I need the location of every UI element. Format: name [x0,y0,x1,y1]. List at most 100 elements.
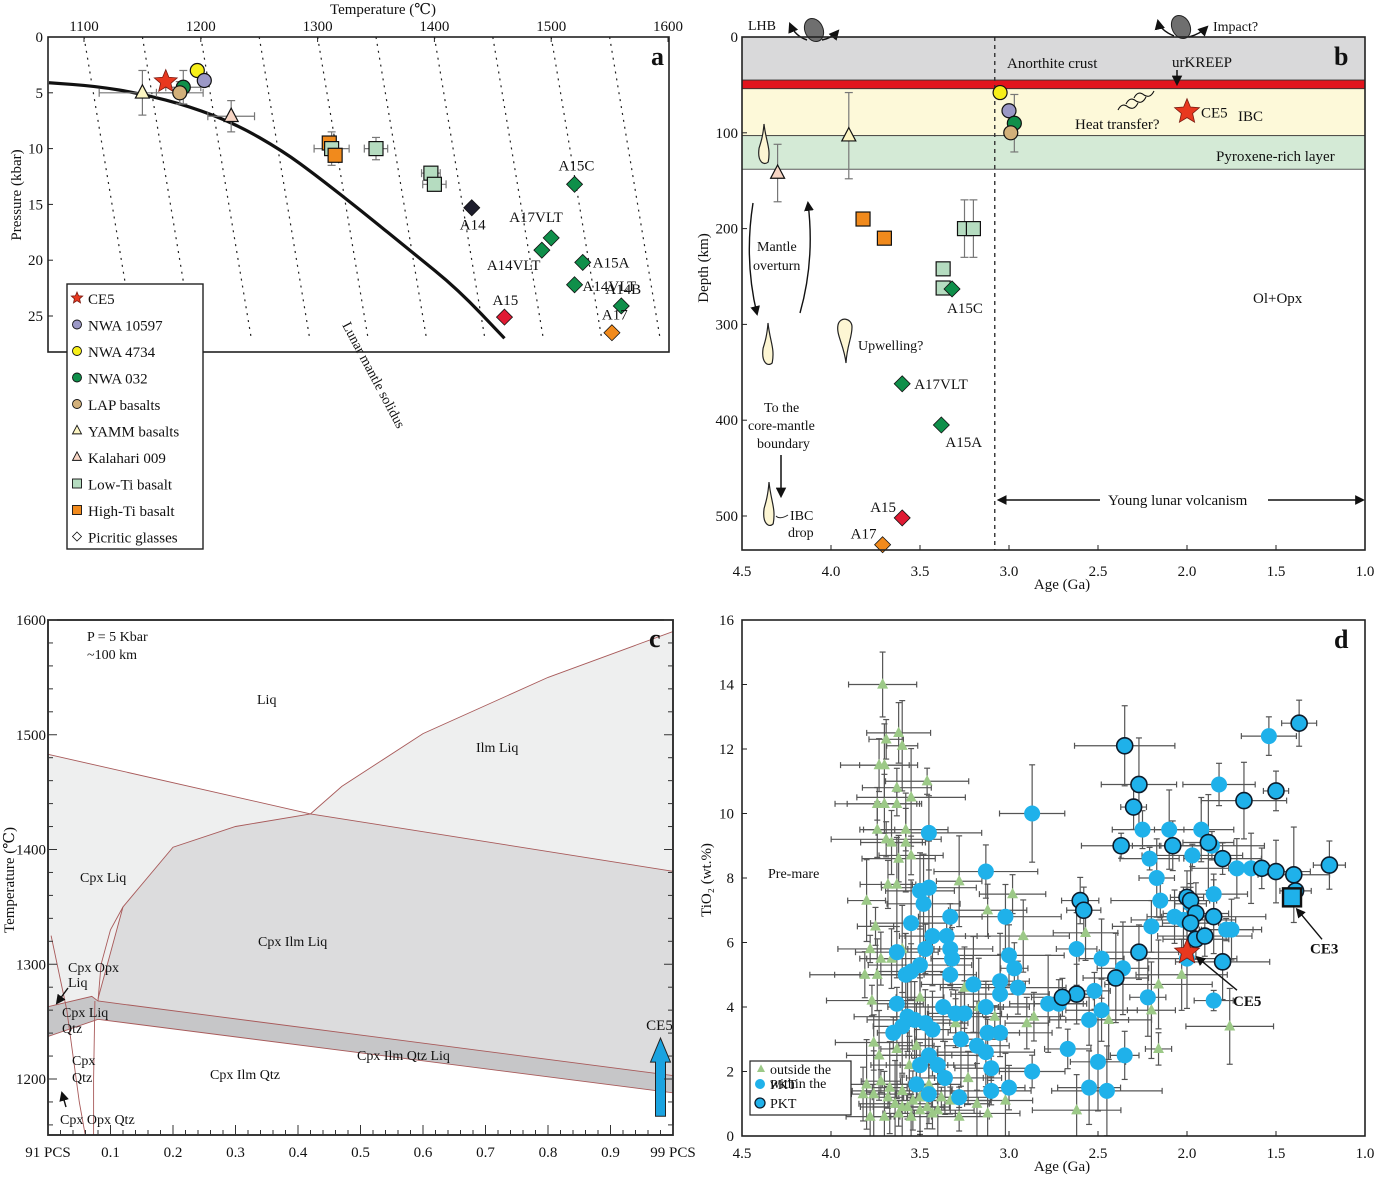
point-ce5 [153,68,179,93]
point-a17vlt [542,229,560,247]
x-tick-label: 3.5 [911,1146,930,1162]
panel-a-xlabel: Temperature (℃) [330,2,436,18]
legend-label-nwa-10597: NWA 10597 [88,319,163,335]
point-within-pkt [935,999,952,1015]
point-within-pkt [997,908,1014,925]
adiabat-line [375,37,428,339]
point-within-pkt [1001,947,1017,964]
point-outside-pkt [896,739,908,750]
legend-label-outside-pkt: PKT [770,1078,797,1093]
point-within-pkt [992,1024,1009,1041]
point-within-pkt-outlined [1267,782,1285,800]
point-label-a17vlt: A17VLT [509,210,563,226]
point-within-pkt-outlined [1204,907,1223,926]
x-tick-label: 1200 [186,19,216,35]
ibc-drop-label: drop [788,526,814,541]
panel-a-legend: CE5 NWA 10597 NWA 4734 NWA 032 LAP basalts YA… [66,283,204,550]
point-within-pkt [977,999,994,1015]
urkreep-label: urKREEP [1172,55,1232,71]
pyroxene-layer-label: Pyroxene-rich layer [1216,149,1335,165]
y-tick-label: 200 [716,222,739,238]
point-within-pkt [938,928,955,945]
point-within-pkt [915,895,932,912]
point-within-pkt [1260,728,1277,745]
point-triangle [769,163,786,179]
point-a15c [565,175,584,193]
point-outside-pkt [923,1078,935,1089]
solidus-line [48,1018,673,1094]
point-within-pkt [992,973,1009,990]
panel-b-ticks: 4.5 4.0 3.5 3.0 2.5 2.0 1.5 1.0 0 100 200 300 400 500 [716,30,1375,580]
y-tick-label: 4 [727,1000,735,1016]
panel-b-frame [741,36,1366,551]
point-ce5-star [1173,938,1201,964]
x-tick-label: 3.0 [1000,1146,1019,1162]
legend-label-ce5: CE5 [88,292,115,308]
x-tick-label: 1100 [69,19,98,35]
point-outside-pkt [910,1039,922,1050]
point-outside-pkt [864,942,876,954]
field-label-cpx-qtz: Qtz [72,1071,92,1086]
panel-a-frame [47,36,670,353]
heat-transfer-squiggle [1125,96,1147,105]
panel-b-letter: b [1334,42,1348,71]
x-tick-label: 1400 [419,19,449,35]
y-tick-label: 400 [716,413,739,429]
point-outside-pkt [953,874,965,886]
panel-d-points [857,678,1339,1121]
impactor-icon [1170,14,1192,40]
x-tick-label: 1300 [303,19,333,35]
point-within-pkt [1006,960,1023,977]
panel-c-letter: c [649,624,661,653]
point-within-pkt [1093,950,1110,967]
x-tick-label: 91 PCS [25,1145,70,1161]
point-outside-pkt [900,836,912,847]
field-cpx-ilm-qtz-liq [48,996,673,1093]
upwelling-label: Upwelling? [858,339,923,354]
point-outside-pkt [875,952,887,963]
heat-transfer-squiggle [1133,90,1155,99]
x-tick-label: 1.0 [1356,564,1375,580]
legend-marker-high-ti-basalt [72,505,82,515]
point-outside-pkt [891,781,903,792]
mantle-overturn-label: Mantle [757,240,797,255]
point-within-pkt-outlined [1252,859,1271,878]
point-a17 [603,324,621,342]
point-within-pkt-outlined [1196,927,1214,945]
ce5-arrow-label: CE5 [646,1018,673,1034]
y-tick-label: 300 [716,317,739,333]
point-outside-pkt [864,1110,876,1121]
point-square [855,211,871,227]
field-cpx-ilm-liq [98,813,673,1076]
point-outside-pkt [866,994,878,1005]
x-tick-label: 4.5 [733,1146,752,1162]
point-within-pkt [1098,1082,1115,1099]
point-a15c [943,280,961,298]
y-tick-label: 8 [727,871,735,887]
point-within-pkt [917,940,934,957]
ibc-drop-icon [763,481,775,527]
point-label-ce5: CE5 [1201,106,1228,122]
point-within-pkt [1081,1011,1098,1028]
y-tick-label: 5 [36,86,44,102]
point-outside-pkt [878,797,890,808]
x-tick-label: 0.3 [226,1145,245,1161]
point-within-pkt [888,995,905,1012]
field-label-cpx-opx-qtz: Cpx Opx Qtz [60,1113,135,1128]
legend-label-outside-pkt: outside the [770,1063,831,1078]
point-circle [1001,103,1017,119]
point-within-pkt [1024,1063,1041,1080]
core-mantle-label: core-mantle [748,419,815,434]
ilm-in-line [97,813,311,999]
upwelling-plume-icon [837,318,853,364]
point-within-pkt [924,928,941,945]
point-within-pkt [1024,805,1041,822]
panel-b-xlabel: Age (Ga) [1034,577,1090,593]
point-outside-pkt [1017,929,1029,941]
legend-label-lap-basalts: LAP basalts [88,398,161,414]
young-volcanism-label: Young lunar volcanism [1108,493,1248,509]
point-within-pkt-outlined [1285,865,1303,884]
point-within-pkt-outlined [1213,849,1232,868]
field-pointer-arrow-icon [59,1091,69,1108]
